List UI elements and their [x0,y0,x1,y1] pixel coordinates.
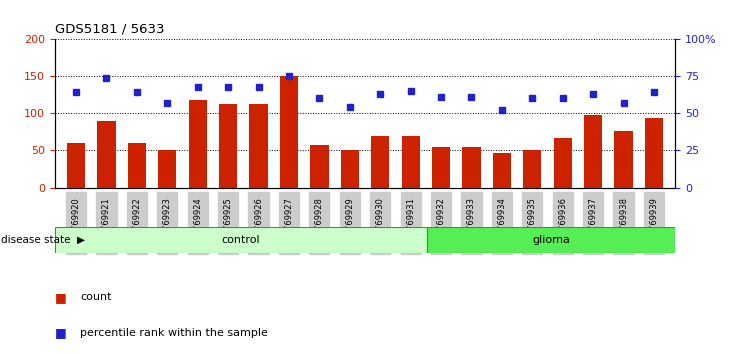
Bar [645,118,663,188]
Bar [432,147,450,188]
Bar [97,121,115,188]
Text: disease state  ▶: disease state ▶ [1,235,85,245]
Bar [615,131,633,188]
Text: ■: ■ [55,326,66,339]
Text: ■: ■ [55,291,66,304]
Bar [553,138,572,188]
Text: control: control [222,235,260,245]
Bar [280,76,298,188]
Bar [188,100,207,188]
Bar [55,227,427,253]
Bar [371,136,389,188]
Bar [310,145,328,188]
Bar [493,153,511,188]
Text: GDS5181 / 5633: GDS5181 / 5633 [55,22,164,35]
Bar [219,104,237,188]
Bar [250,104,268,188]
Bar [523,150,542,188]
Bar [67,143,85,188]
Text: count: count [80,292,112,302]
Bar [341,150,359,188]
Text: glioma: glioma [532,235,570,245]
Bar [128,143,146,188]
Bar [584,115,602,188]
Bar [462,147,480,188]
Bar [158,150,177,188]
Text: percentile rank within the sample: percentile rank within the sample [80,328,268,338]
Bar [402,136,420,188]
Bar [427,227,675,253]
